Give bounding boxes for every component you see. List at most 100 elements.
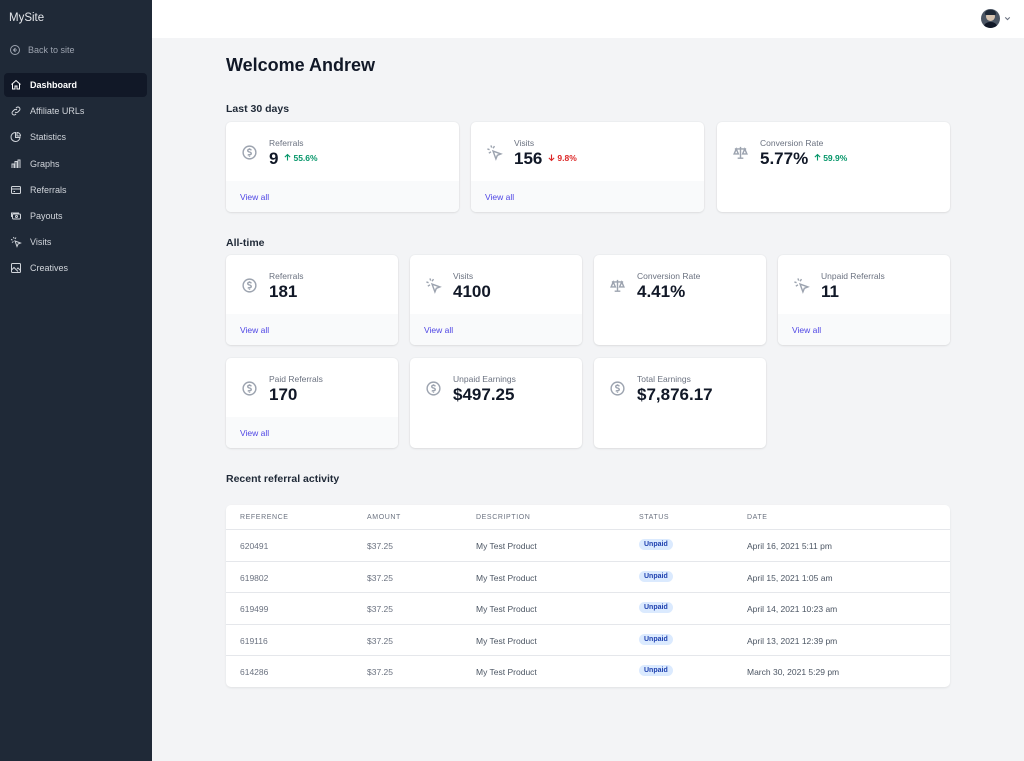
sidebar-item-creatives[interactable]: Creatives (4, 256, 147, 280)
sidebar-item-graphs[interactable]: Graphs (4, 152, 147, 176)
avatar-body (983, 22, 998, 28)
cell-description: My Test Product (476, 604, 537, 614)
cell-description: My Test Product (476, 667, 537, 677)
stat-number: 156 (514, 149, 543, 168)
sidebar-item-label: Affiliate URLs (30, 106, 85, 117)
arrow-down-icon (548, 154, 555, 162)
sidebar-item-referrals[interactable]: Referrals (4, 178, 147, 202)
stat-value: 4.41% (637, 282, 686, 301)
stat-label: Unpaid Earnings (453, 374, 516, 384)
chevron-down-icon[interactable] (1003, 14, 1012, 23)
stat-card-conversion-rate-all-time: Conversion Rate 4.41% (594, 255, 766, 345)
pie-chart-icon (10, 132, 22, 143)
table-row: 620491 $37.25 My Test Product Unpaid Apr… (226, 530, 950, 562)
currency-dollar-icon (426, 381, 441, 396)
avatar-hair (985, 10, 996, 15)
currency-dollar-icon (242, 278, 257, 293)
stat-card-visits-30d: Visits 156 9.8% View all (471, 122, 704, 212)
cursor-click-icon (10, 236, 22, 249)
user-avatar[interactable] (981, 9, 1000, 28)
status-badge: Unpaid (639, 570, 673, 582)
cell-amount: $37.25 (367, 604, 393, 614)
stat-change-up: 55.6% (283, 153, 318, 163)
status-badge: Unpaid (639, 602, 673, 613)
sidebar-item-label: Graphs (30, 158, 60, 169)
stat-card-unpaid-referrals: Unpaid Referrals 11 View all (778, 255, 950, 345)
view-all-link[interactable]: View all (240, 428, 270, 438)
table-row: 614286 $37.25 My Test Product Unpaid Mar… (226, 656, 950, 687)
stat-value: 9 55.6% (269, 149, 318, 169)
cell-date: April 14, 2021 10:23 am (747, 604, 838, 614)
stat-change-up: 59.9% (813, 153, 847, 163)
cell-description: My Test Product (476, 541, 537, 551)
section-heading-all-time: All-time (226, 237, 265, 249)
sidebar-item-statistics[interactable]: Statistics (4, 125, 147, 149)
stat-card-footer: View all (226, 181, 459, 212)
brand-name[interactable]: MySite (9, 12, 45, 24)
view-all-link[interactable]: View all (792, 325, 822, 335)
view-all-link[interactable]: View all (240, 325, 270, 335)
stat-value: 5.77% 59.9% (760, 149, 847, 169)
stat-card-footer: View all (226, 417, 398, 448)
stat-value: $497.25 (453, 385, 515, 404)
sidebar-item-label: Payouts (30, 210, 63, 221)
cash-icon (11, 212, 21, 220)
stat-label: Total Earnings (637, 374, 691, 384)
top-bar (152, 0, 1024, 38)
stat-card-footer: View all (778, 314, 950, 345)
section-heading-recent-activity: Recent referral activity (226, 473, 340, 485)
cell-reference: 619499 (240, 604, 269, 614)
status-badge: Unpaid (639, 633, 673, 645)
stat-card-visits-all-time: Visits 4100 View all (410, 255, 582, 345)
stat-value: $7,876.17 (637, 385, 713, 404)
sidebar-item-affiliate-urls[interactable]: Affiliate URLs (4, 99, 147, 123)
view-all-link[interactable]: View all (424, 325, 454, 335)
view-all-link[interactable]: View all (240, 192, 270, 202)
stat-label: Conversion Rate (760, 138, 824, 148)
stat-card-footer: View all (410, 314, 582, 345)
stat-card-referrals-all-time: Referrals 181 View all (226, 255, 398, 345)
sidebar-item-label: Statistics (30, 132, 67, 143)
stat-value: 11 (821, 282, 839, 301)
stat-card-referrals-30d: Referrals 9 55.6% View all (226, 122, 459, 212)
table-row: 619499 $37.25 My Test Product Unpaid Apr… (226, 593, 950, 625)
cell-date: April 16, 2021 5:11 pm (747, 541, 832, 551)
cursor-click-icon (487, 145, 503, 161)
referral-activity-table: REFERENCE AMOUNT DESCRIPTION STATUS DATE… (226, 505, 950, 687)
scale-icon (610, 279, 625, 292)
cell-reference: 619116 (240, 635, 268, 646)
cell-description: My Test Product (476, 635, 537, 646)
sidebar-item-visits[interactable]: Visits (4, 230, 147, 254)
link-icon (11, 106, 21, 116)
cell-description: My Test Product (476, 572, 537, 583)
cell-reference: 620491 (240, 541, 269, 551)
arrow-circle-left-icon (10, 45, 20, 55)
cursor-click-icon (426, 278, 442, 294)
cursor-click-icon (794, 278, 810, 294)
stat-card-unpaid-earnings: Unpaid Earnings $497.25 (410, 358, 582, 448)
stat-change-down: 9.8% (547, 153, 577, 163)
sidebar-item-label: Creatives (30, 263, 69, 274)
view-all-link[interactable]: View all (485, 192, 515, 202)
stat-value: 156 9.8% (514, 149, 577, 169)
column-header-amount: AMOUNT (367, 514, 401, 521)
home-icon (11, 79, 21, 90)
sidebar-item-payouts[interactable]: Payouts (4, 204, 147, 228)
scale-icon (733, 146, 748, 159)
stat-change-value: 55.6% (293, 153, 318, 163)
stat-label: Paid Referrals (269, 374, 323, 384)
stat-label: Visits (514, 138, 535, 148)
cell-amount: $37.25 (367, 541, 393, 551)
table-header: REFERENCE AMOUNT DESCRIPTION STATUS DATE (226, 505, 950, 530)
avatar-head (986, 12, 995, 21)
stat-card-footer: View all (226, 314, 398, 345)
stat-card-paid-referrals: Paid Referrals 170 View all (226, 358, 398, 448)
sidebar-item-label: Referrals (30, 184, 67, 195)
sidebar-nav: Dashboard Affiliate URLs Statistics Grap… (4, 73, 147, 283)
sidebar-item-label: Dashboard (30, 80, 78, 90)
back-to-site-link[interactable]: Back to site (9, 44, 75, 56)
column-header-description: DESCRIPTION (476, 514, 531, 521)
cell-amount: $37.25 (367, 635, 393, 646)
table-row: 619802 $37.25 My Test Product Unpaid Apr… (226, 562, 950, 593)
sidebar-item-dashboard[interactable]: Dashboard (4, 73, 147, 97)
